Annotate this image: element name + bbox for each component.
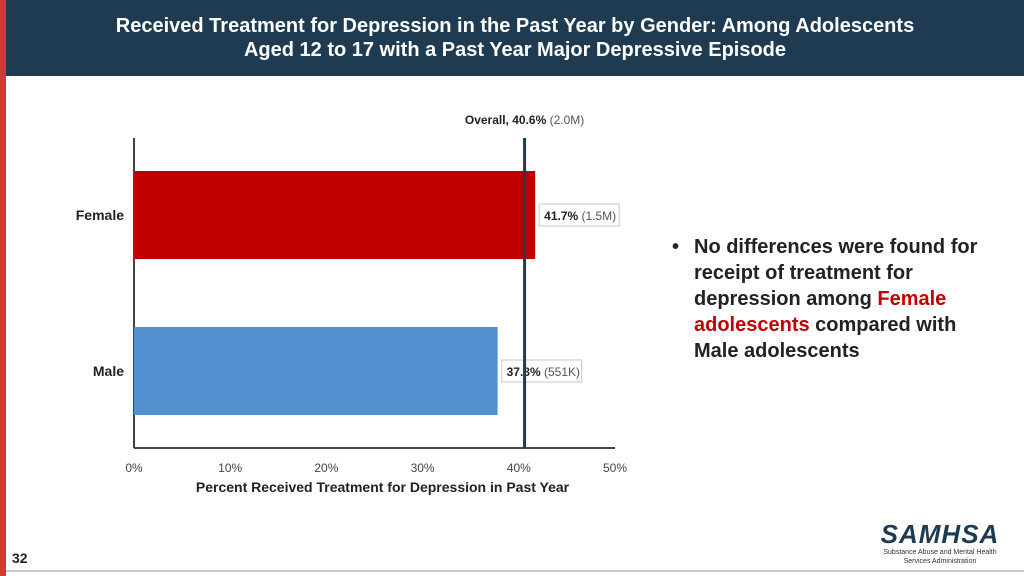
title-line-2: Aged 12 to 17 with a Past Year Major Dep… xyxy=(243,39,787,61)
overall-reference-label: Overall, 40.6% (2.0M) xyxy=(465,113,584,127)
category-label-female: Female xyxy=(76,207,124,223)
bullet-text-after: compared with Male adolescents xyxy=(694,314,957,362)
slide-number: 32 xyxy=(12,550,28,566)
bar-chart: Female 41.7% (1.5M) Male 37.8% (551K) Overal… xyxy=(76,113,628,495)
data-label-box-male xyxy=(501,359,583,383)
bullet-text: No differences were found for receipt of… xyxy=(694,234,1002,364)
data-label-box-female xyxy=(538,203,620,227)
bullet-highlight: Female adolescents xyxy=(694,288,947,336)
title-bar: Received Treatment for Depression in the… xyxy=(6,0,1024,76)
logo-subtitle-1: Substance Abuse and Mental Health xyxy=(883,549,997,556)
bullet-point: • No differences were found for receipt … xyxy=(672,234,1002,364)
bullet-text-before: No differences were found for receipt of… xyxy=(694,236,978,310)
logo-mark: SAMHSA xyxy=(880,519,1000,549)
title-line-1: Received Treatment for Depression in the… xyxy=(115,15,915,37)
bar-female xyxy=(134,171,536,259)
x-tick-label-30: 30% xyxy=(411,461,435,475)
bullet-dot-icon: • xyxy=(672,236,680,258)
bottom-divider xyxy=(6,570,1024,572)
x-tick-label-20: 20% xyxy=(314,461,338,475)
x-axis-title: Percent Received Treatment for Depressio… xyxy=(196,479,570,495)
x-tick-label-10: 10% xyxy=(218,461,242,475)
x-tick-label-50: 50% xyxy=(603,461,627,475)
bar-male xyxy=(134,327,498,415)
data-label-male: 37.8% (551K) xyxy=(507,365,580,379)
category-label-male: Male xyxy=(93,363,124,379)
data-label-female: 41.7% (1.5M) xyxy=(544,209,616,223)
samhsa-logo: SAMHSA Substance Abuse and Mental Health… xyxy=(880,520,1000,566)
x-tick-label-0: 0% xyxy=(125,461,143,475)
logo-subtitle-2: Services Administration xyxy=(903,558,977,565)
x-tick-label-40: 40% xyxy=(507,461,531,475)
left-accent-bar xyxy=(0,0,6,576)
